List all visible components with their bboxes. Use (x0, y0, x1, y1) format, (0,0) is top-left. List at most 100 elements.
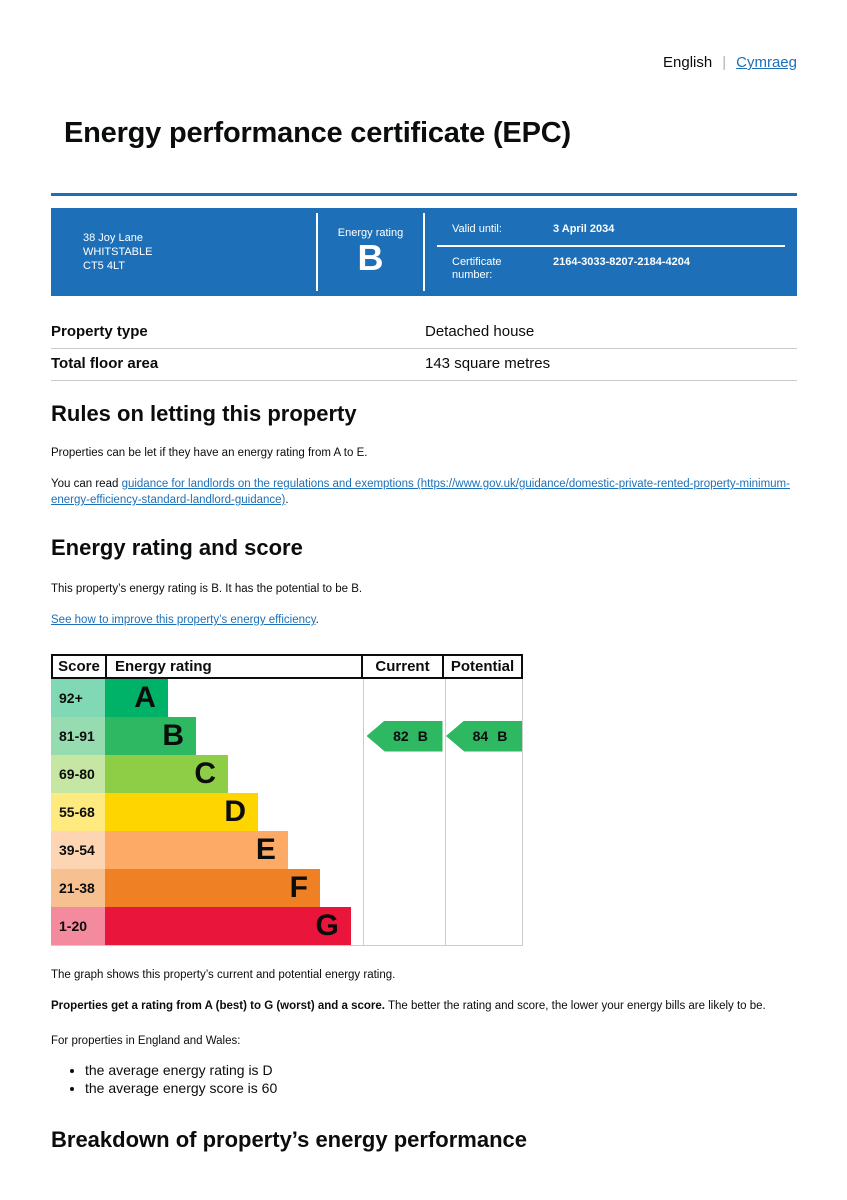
rating-intro-text: This property’s energy rating is B. It h… (51, 583, 363, 595)
epc-band-row-b: 81-91 B 82 B 84 B (51, 717, 523, 755)
epc-band-row-c: 69-80 C (51, 755, 523, 793)
address-line-3: CT5 4LT (83, 260, 125, 272)
band-bar: E (105, 831, 288, 869)
band-letter: E (255, 833, 276, 866)
ratings-note: Properties get a rating from A (best) to… (51, 999, 797, 1013)
current-cell: 82 B (363, 717, 445, 755)
certificate-number-value: 2164-3033-8207-2184-4204 (553, 255, 691, 268)
band-letter: B (162, 719, 185, 752)
page-content: English | Cymraeg Energy performance certi… (51, 0, 797, 1153)
rating-section-heading: Energy rating and score (51, 535, 303, 560)
potential-cell (445, 755, 523, 793)
banner-divider (316, 213, 318, 291)
current-cell (363, 679, 445, 717)
epc-band-rows: 92+ A 81-91 B 82 B 84 B 69-80 C 55-68 D 39-54 E 21-38 F… (51, 679, 523, 946)
epc-band-row-d: 55-68 D (51, 793, 523, 831)
energy-rating-label: Energy rating (337, 227, 404, 239)
averages-list: the average energy rating is D the avera… (51, 1061, 797, 1097)
address-line-2: WHITSTABLE (83, 246, 153, 258)
current-rating-arrow: 82 B (366, 720, 443, 752)
potential-rating-arrow: 84 B (446, 720, 522, 752)
band-bar-cell: F (105, 869, 363, 907)
epc-band-row-e: 39-54 E (51, 831, 523, 869)
potential-cell (445, 831, 523, 869)
band-bar-cell: E (105, 831, 363, 869)
table-row: Property type Detached house (51, 317, 797, 349)
band-bar-cell: G (105, 907, 363, 945)
breakdown-section-heading: Breakdown of property’s energy performan… (51, 1127, 527, 1152)
guidance-prefix: You can read (51, 478, 122, 490)
page-title: Energy performance certificate (EPC) (64, 117, 571, 149)
column-header-current: Current (361, 656, 442, 677)
banner-divider (423, 213, 425, 291)
band-bar: A (105, 679, 168, 717)
rules-paragraph: Properties can be let if they have an en… (51, 447, 368, 459)
certificate-banner: 38 Joy Lane WHITSTABLE CT5 4LT Energy ra… (51, 208, 797, 296)
rules-section-heading: Rules on letting this property (51, 401, 357, 426)
graph-header-row: Score Energy rating Current Potential (51, 654, 523, 679)
band-letter: G (315, 909, 339, 942)
banner-horizontal-divider (437, 244, 785, 247)
scope-note: For properties in England and Wales: (51, 1035, 241, 1047)
banner-details-section: Valid until: 3 April 2034 Certificate nu… (425, 208, 797, 296)
band-score-range: 1-20 (51, 907, 105, 945)
band-score-range: 69-80 (51, 755, 105, 793)
current-cell (363, 793, 445, 831)
improve-suffix: . (315, 614, 319, 626)
graph-note: The graph shows this property’s current … (51, 969, 396, 981)
band-score-range: 81-91 (51, 717, 105, 755)
potential-cell (445, 793, 523, 831)
band-bar: C (105, 755, 229, 793)
certificate-number-label: Certificate number: (452, 255, 502, 281)
band-letter: C (194, 757, 217, 790)
valid-until-label: Valid until: (452, 222, 502, 235)
language-switcher: English | Cymraeg (51, 0, 797, 72)
banner-rating-section: Energy rating B (318, 208, 423, 296)
current-cell (363, 907, 445, 945)
current-cell (363, 831, 445, 869)
epc-band-row-f: 21-38 F (51, 869, 523, 907)
band-bar: G (105, 907, 351, 945)
floor-area-value: 143 square metres (425, 355, 551, 372)
improve-paragraph: See how to improve this property’s energ… (51, 613, 797, 627)
property-type-value: Detached house (425, 323, 535, 340)
potential-cell (445, 907, 523, 945)
address-line-1: 38 Joy Lane (83, 232, 143, 244)
landlord-guidance-link[interactable]: guidance for landlords on the regulation… (51, 478, 790, 506)
improve-efficiency-link[interactable]: See how to improve this property’s energ… (51, 614, 316, 626)
band-score-range: 92+ (51, 679, 105, 717)
language-current: English (663, 54, 713, 71)
list-item: the average energy rating is D (85, 1061, 797, 1079)
potential-cell (445, 869, 523, 907)
band-score-range: 55-68 (51, 793, 105, 831)
banner-address-section: 38 Joy Lane WHITSTABLE CT5 4LT (51, 208, 316, 296)
guidance-suffix: . (285, 494, 289, 506)
list-item: the average energy score is 60 (85, 1079, 797, 1097)
current-cell (363, 869, 445, 907)
column-header-energy-rating: Energy rating (105, 656, 361, 677)
band-letter: A (134, 681, 156, 714)
band-bar-cell: C (105, 755, 363, 793)
title-rule (51, 193, 797, 196)
band-bar-cell: A (105, 679, 363, 717)
band-letter: D (224, 795, 246, 828)
potential-cell: 84 B (445, 717, 523, 755)
energy-rating-value: B (357, 237, 384, 278)
floor-area-label: Total floor area (51, 355, 159, 372)
epc-band-row-a: 92+ A (51, 679, 523, 717)
column-header-score: Score (58, 658, 100, 675)
potential-cell (445, 679, 523, 717)
rules-guidance-paragraph: You can read guidance for landlords on t… (51, 476, 797, 508)
current-cell (363, 755, 445, 793)
property-type-label: Property type (51, 323, 148, 340)
language-link-cymraeg[interactable]: Cymraeg (736, 54, 797, 71)
band-bar: F (105, 869, 320, 907)
band-score-range: 21-38 (51, 869, 105, 907)
band-score-range: 39-54 (51, 831, 105, 869)
epc-band-row-g: 1-20 G (51, 907, 523, 945)
language-separator: | (722, 54, 727, 71)
band-bar-cell: D (105, 793, 363, 831)
band-bar: B (105, 717, 197, 755)
band-bar: D (105, 793, 258, 831)
band-bar-cell: B (105, 717, 363, 755)
